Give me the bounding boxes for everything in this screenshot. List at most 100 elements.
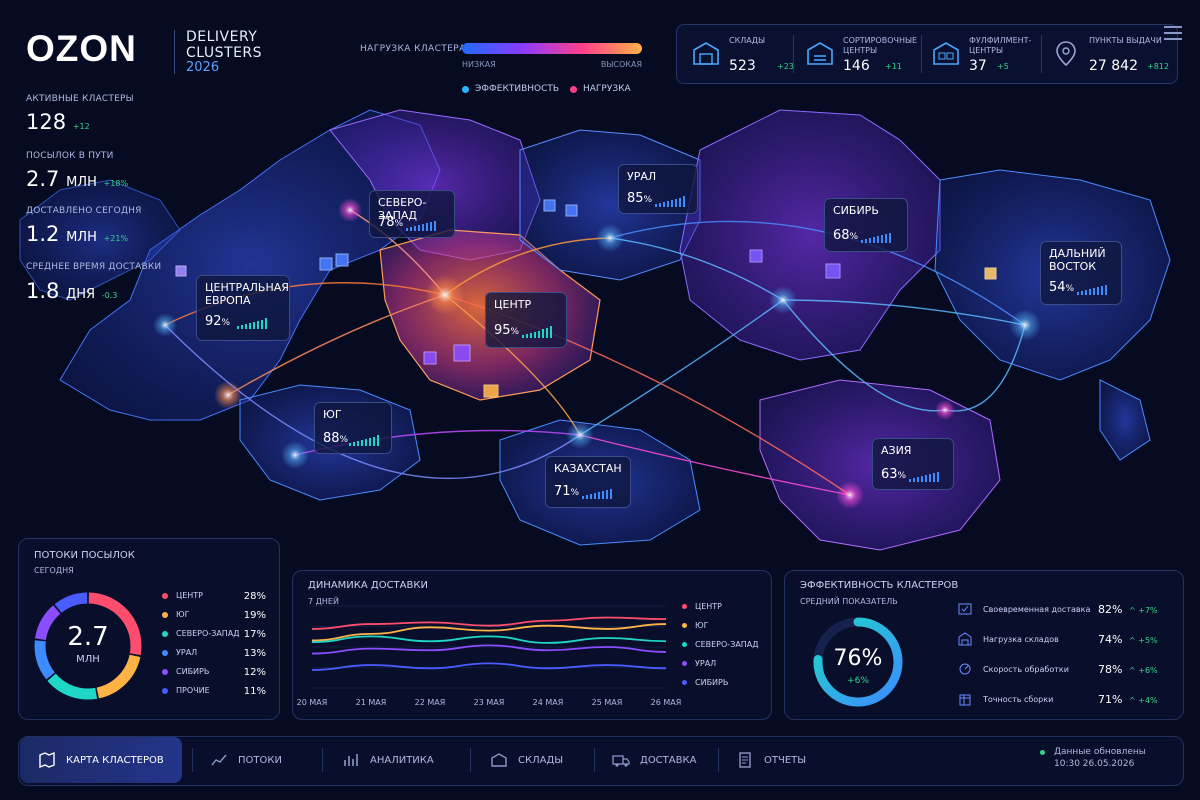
cluster-card-central-europe[interactable]: ЦЕНТРАЛЬНАЯ ЕВРОПА 92% [196,275,290,341]
brand-title: DELIVERY CLUSTERS [186,29,262,61]
kpi-parcels-label: ПОСЫЛОК В ПУТИ [26,151,114,161]
stat-label-line1: СОРТИРОВОЧНЫЕ [843,36,918,45]
cluster-unit: % [394,219,404,229]
nav-reports[interactable]: ОТЧЕТЫ [736,737,806,783]
legend-dot-icon [162,631,168,637]
cluster-card-siberia[interactable]: СИБИРЬ 68% [824,198,908,252]
stat-delta: +812 [1147,62,1169,71]
legend-label: УРАЛ [695,659,717,668]
legend-item: СИБИРЬ [682,678,728,687]
load-scale-low: НИЗКАЯ [462,60,496,69]
cluster-value: 71 [554,484,571,499]
legend-load: НАГРУЗКА [570,84,631,94]
pickup-point-icon [1056,41,1076,67]
efficiency-row-name: Своевременная доставка [983,605,1091,614]
cluster-card-ural[interactable]: УРАЛ 85% [618,164,698,214]
on-time-icon [958,603,972,615]
stat-label-line1: ФУЛФИЛМЕНТ- [969,36,1032,45]
flows-row[interactable]: ЦЕНТР 28% [162,591,266,603]
cluster-card-kazakhstan[interactable]: КАЗАХСТАН 71% [545,456,631,508]
stat-pickup-points[interactable]: ПУНКТЫ ВЫДАЧИ 27 842 +812 [1051,25,1171,83]
cluster-name-line1: ЮГ [323,408,342,421]
gauge-fill [813,617,903,707]
flows-row[interactable]: СЕВЕРО-ЗАПАД 17% [162,629,266,641]
efficiency-row[interactable]: Своевременная доставка 82% ^ +7% [958,602,1164,618]
cluster-card-south[interactable]: ЮГ 88% [314,402,392,454]
cluster-value: 85 [627,191,644,206]
cluster-percent: 95% [494,323,519,338]
cluster-name: ЦЕНТР [494,298,531,311]
cluster-name: ДАЛЬНИЙ ВОСТОК [1049,247,1106,273]
cluster-card-northwest[interactable]: СЕВЕРО-ЗАПАД 78% [369,190,455,238]
bottom-nav [18,736,1184,786]
flows-donut [34,592,142,700]
load-scale-label: НАГРУЗКА КЛАСТЕРА [360,44,466,54]
flows-row[interactable]: ПРОЧИЕ 11% [162,686,266,698]
stat-divider [793,35,794,73]
nav-cluster-map[interactable]: КАРТА КЛАСТЕРОВ [20,737,182,783]
stat-warehouses[interactable]: СКЛАДЫ 523 +23 [691,25,794,83]
cluster-unit: % [221,318,231,328]
cluster-name-line1: СИБИРЬ [833,204,879,217]
cluster-card-center[interactable]: ЦЕНТР 95% [485,292,567,348]
legend-dot-icon [682,661,687,666]
nav-divider [470,748,471,772]
cluster-unit: % [643,195,653,205]
cluster-value: 54 [1049,280,1066,295]
legend-dot-icon [162,612,168,618]
cluster-value: 88 [323,431,340,446]
efficiency-row-delta: +4% [1138,696,1158,705]
efficiency-delta: +6% [847,676,869,686]
processing-speed-icon [959,663,971,675]
flows-row-percent: 19% [243,610,266,621]
cluster-percent: 78% [378,215,403,230]
flows-row[interactable]: СИБИРЬ 12% [162,667,266,679]
efficiency-row[interactable]: Нагрузка складов 74% ^ +5% [958,632,1164,648]
stat-label: СКЛАДЫ [729,36,765,46]
stat-sorting-centers[interactable]: СОРТИРОВОЧНЫЕ ЦЕНТРЫ 146 +11 [805,25,917,83]
nav-analytics[interactable]: АНАЛИТИКА [342,737,434,783]
top-stats-panel: СКЛАДЫ 523 +23 СОРТИРОВОЧНЫЕ ЦЕНТРЫ 146 +… [676,24,1178,84]
efficiency-row-value: 78% [1098,663,1123,676]
cluster-card-far-east[interactable]: ДАЛЬНИЙ ВОСТОК 54% [1040,241,1122,305]
flows-total-value: 2.7 [67,622,109,652]
nav-flows[interactable]: ПОТОКИ [210,737,282,783]
legend-dot-icon [682,680,687,685]
efficiency-panel [784,570,1184,720]
cluster-name: ЮГ [323,408,342,421]
legend-dot-icon [682,604,687,609]
cluster-name-line1: АЗИЯ [881,444,912,457]
stat-delta: +11 [885,62,902,71]
kpi-unit: МЛН [66,230,97,245]
kpi-active-clusters-label: АКТИВНЫЕ КЛАСТЕРЫ [26,94,134,104]
cluster-percent: 88% [323,431,348,446]
sorting-center-icon [807,42,833,65]
dynamics-title: ДИНАМИКА ДОСТАВКИ [308,580,428,591]
dynamics-chart [311,605,667,689]
sparkline-icon [1077,285,1107,295]
efficiency-row[interactable]: Скорость обработки 78% ^ +6% [958,662,1164,678]
map-icon [39,751,55,769]
cluster-percent: 71% [554,484,579,499]
efficiency-row[interactable]: Точность сборки 71% ^ +4% [958,692,1164,708]
legend-item: ЦЕНТР [682,602,722,611]
legend-label: ЮГ [695,621,709,630]
nav-delivery[interactable]: ДОСТАВКА [612,737,696,783]
update-label: Данные обновлены [1054,747,1146,757]
stat-fulfillment[interactable]: ФУЛФИЛМЕНТ- ЦЕНТРЫ 37 +5 [931,25,1041,83]
legend-item: ЮГ [682,621,709,630]
efficiency-row-value: 82% [1098,603,1123,616]
cluster-name-line2: ЕВРОПА [205,294,251,307]
menu-icon[interactable] [1164,26,1182,40]
flows-row-name: ЮГ [176,610,190,619]
x-tick-label: 22 МАЯ [414,698,446,707]
flows-icon [211,754,227,766]
nav-label: КАРТА КЛАСТЕРОВ [66,754,164,766]
cluster-card-asia[interactable]: АЗИЯ 63% [872,438,954,490]
nav-divider [718,748,719,772]
flows-row[interactable]: ЮГ 19% [162,610,266,622]
flows-row-name: СЕВЕРО-ЗАПАД [176,629,240,638]
flows-row[interactable]: УРАЛ 13% [162,648,266,660]
cluster-percent: 85% [627,191,652,206]
nav-warehouses[interactable]: СКЛАДЫ [490,737,563,783]
